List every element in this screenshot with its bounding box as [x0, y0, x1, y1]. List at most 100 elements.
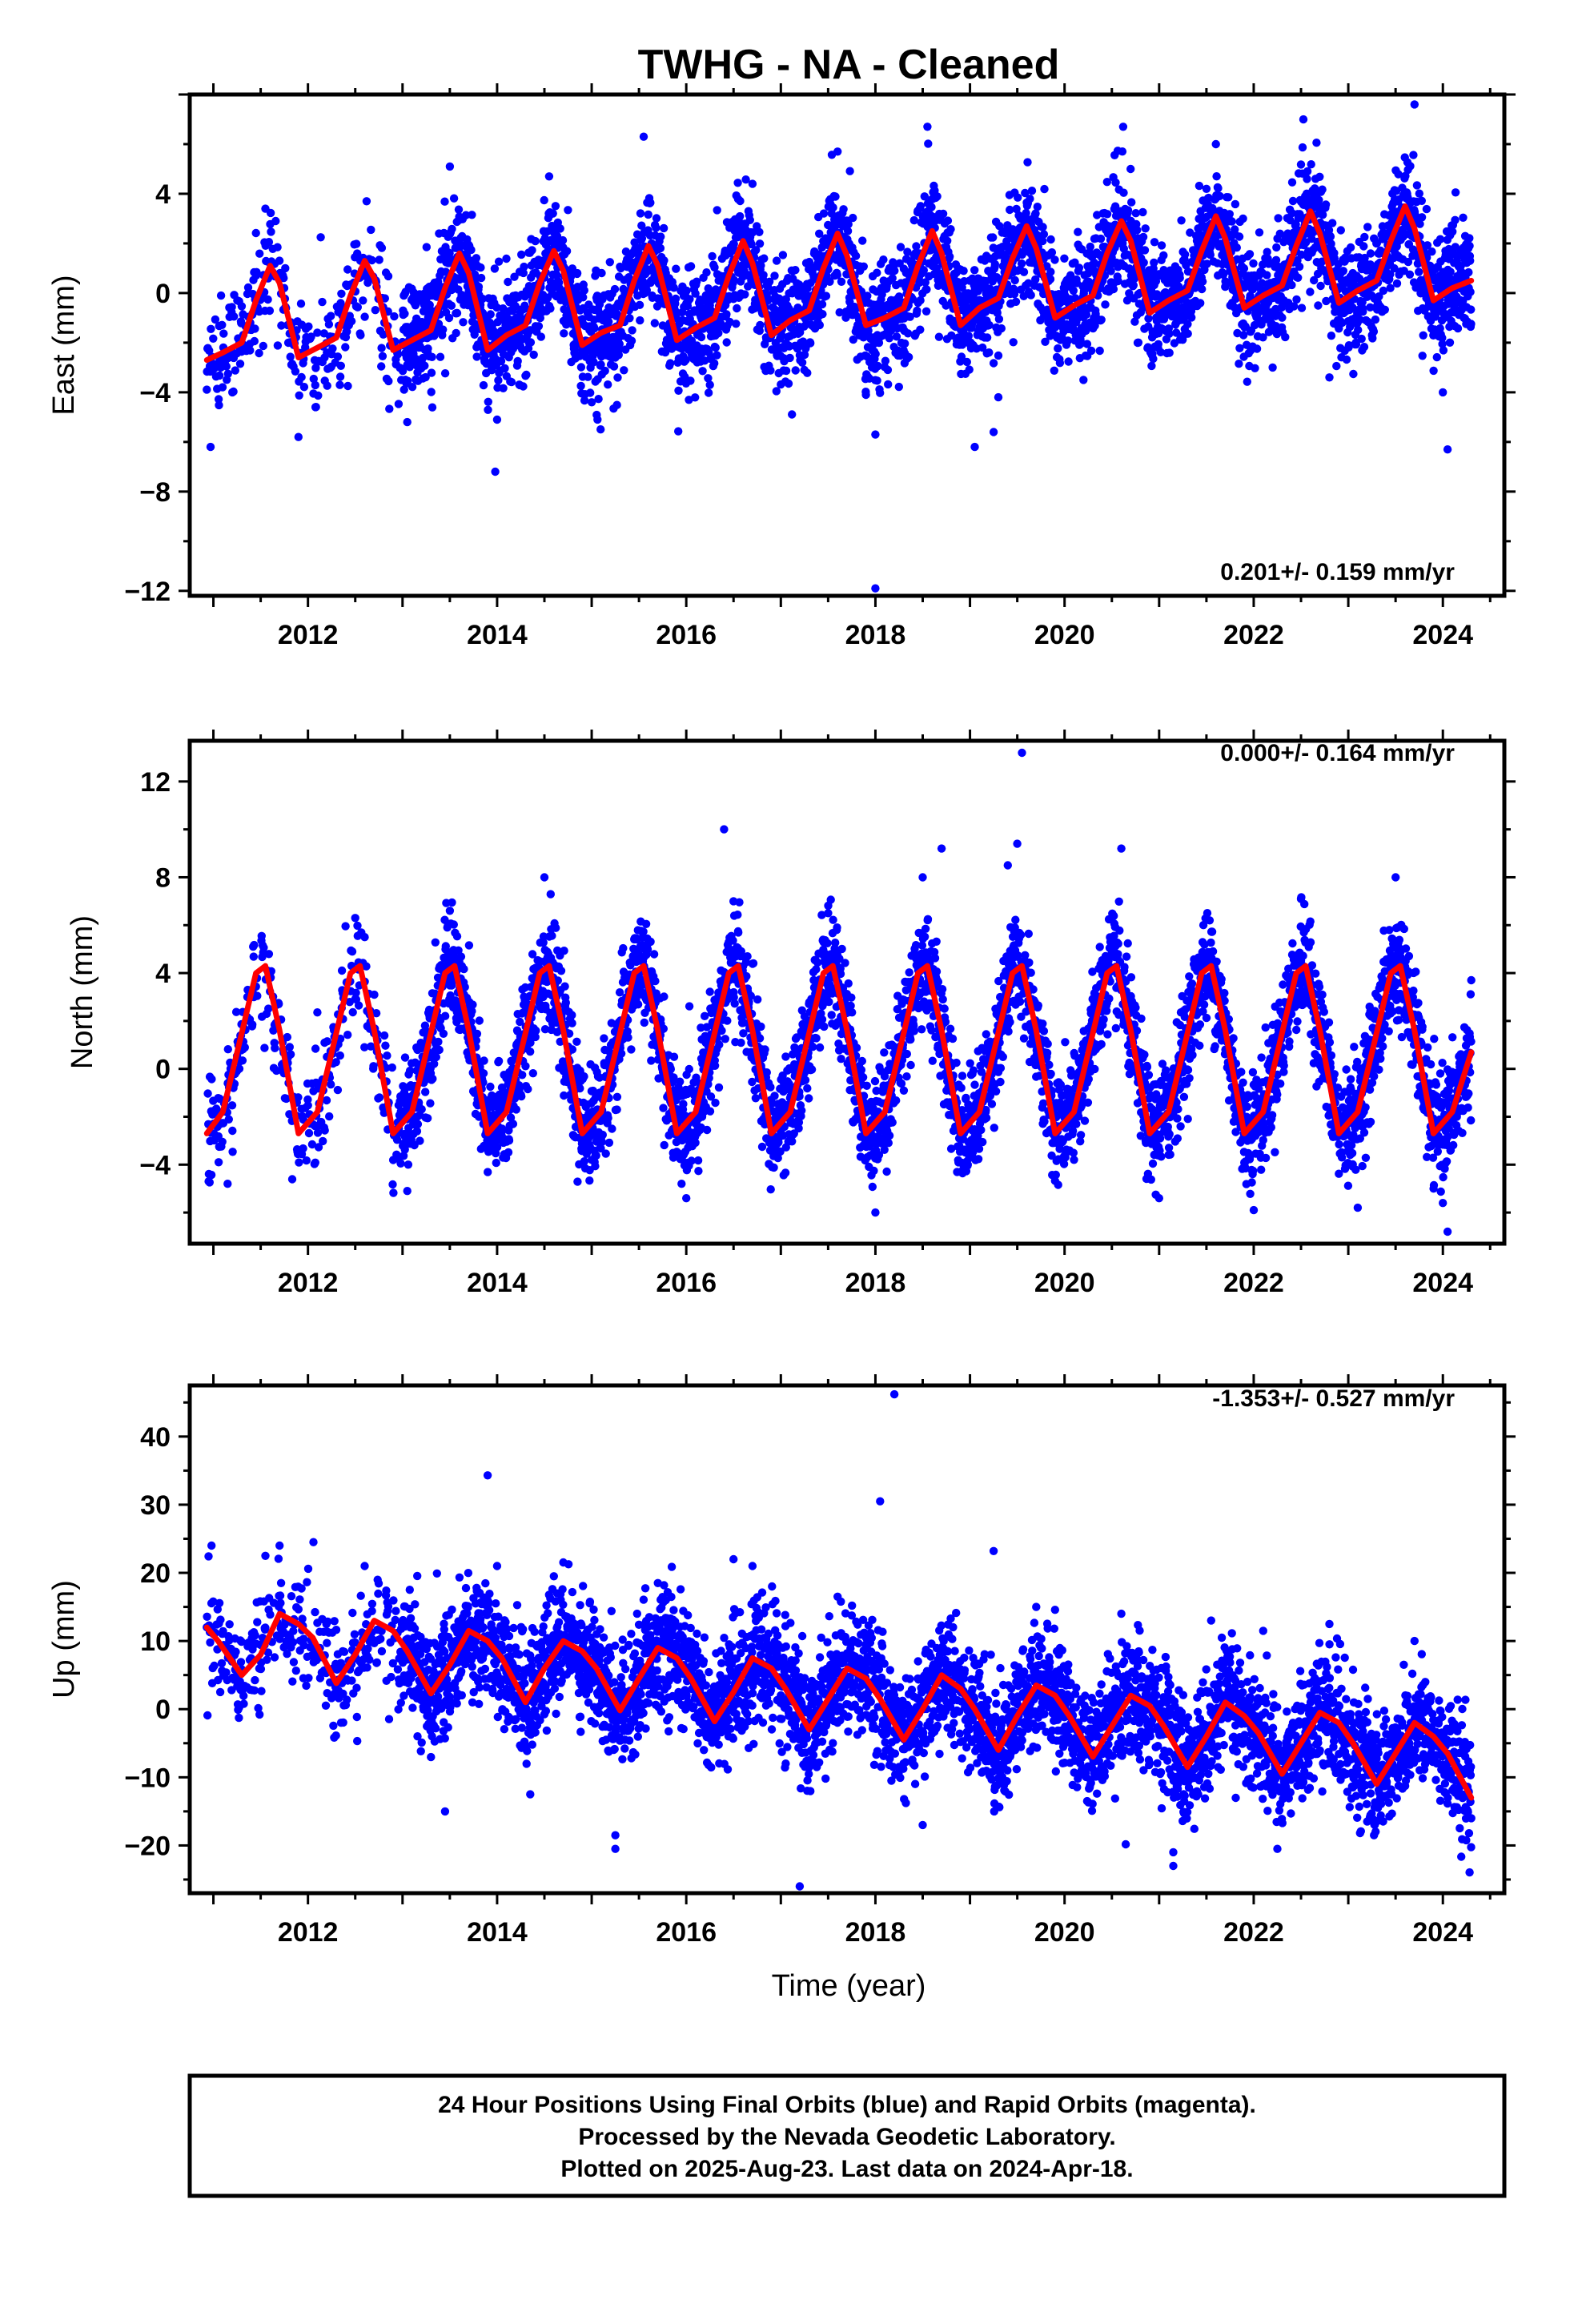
data-point: [912, 242, 921, 251]
data-point: [674, 427, 683, 436]
data-point: [421, 372, 430, 382]
data-point: [580, 396, 589, 405]
data-point: [440, 369, 450, 378]
data-point: [819, 209, 829, 218]
data-point: [313, 1008, 322, 1017]
data-point: [1274, 214, 1283, 223]
data-point: [1096, 234, 1106, 243]
data-point: [1165, 329, 1174, 338]
data-point: [420, 361, 429, 370]
data-point: [919, 266, 929, 275]
data-point: [644, 210, 652, 219]
data-point: [1175, 273, 1184, 283]
data-point: [327, 1080, 335, 1089]
x-tick-label: 2016: [656, 620, 717, 650]
outlier-point: [261, 204, 270, 213]
data-point: [1390, 263, 1399, 273]
data-point: [302, 1156, 311, 1165]
data-point: [957, 352, 966, 361]
data-point: [435, 1045, 444, 1055]
data-point: [714, 328, 723, 338]
data-point: [1225, 210, 1235, 219]
data-point: [733, 179, 742, 187]
outlier-point: [1202, 184, 1211, 193]
data-point: [609, 362, 619, 371]
data-point: [576, 381, 585, 391]
data-point: [500, 364, 509, 373]
data-point: [540, 195, 548, 205]
data-point: [1219, 270, 1228, 279]
data-point: [352, 239, 361, 248]
data-point: [713, 351, 721, 360]
data-point: [529, 350, 538, 360]
data-point: [785, 353, 794, 363]
data-point: [318, 297, 327, 307]
data-point: [1439, 346, 1448, 355]
data-point: [791, 366, 800, 375]
data-point: [369, 1062, 378, 1071]
data-point: [892, 332, 901, 341]
data-point: [287, 1175, 297, 1184]
data-point: [1415, 219, 1424, 228]
data-point: [1259, 333, 1267, 342]
data-point: [1263, 247, 1271, 256]
data-point: [291, 367, 300, 376]
data-point: [1412, 181, 1422, 190]
data-point: [637, 221, 646, 230]
data-point: [445, 249, 454, 258]
outlier-point: [1079, 376, 1088, 384]
outlier-point: [294, 432, 303, 441]
data-point: [335, 1051, 344, 1060]
data-point: [356, 331, 365, 340]
data-point: [839, 205, 848, 214]
data-point: [412, 1127, 422, 1136]
data-point: [1235, 232, 1244, 241]
data-point: [916, 202, 926, 211]
data-point: [681, 356, 690, 364]
data-point: [1295, 262, 1304, 271]
data-point: [1239, 331, 1248, 340]
data-point: [311, 380, 319, 390]
data-point: [343, 381, 352, 391]
data-point: [286, 352, 295, 361]
data-point: [1251, 364, 1259, 372]
data-point: [1047, 248, 1057, 257]
data-point: [408, 383, 417, 392]
data-point: [1130, 317, 1139, 326]
data-point: [652, 214, 661, 223]
data-point: [1359, 242, 1368, 251]
data-point: [652, 223, 661, 232]
data-point: [755, 239, 765, 248]
x-tick-label: 2018: [845, 620, 906, 650]
data-point: [203, 385, 211, 394]
data-point: [1336, 226, 1346, 235]
data-point: [851, 251, 861, 260]
data-point: [741, 290, 749, 299]
data-point: [484, 405, 492, 414]
outlier-point: [639, 132, 648, 141]
data-point: [275, 256, 284, 265]
data-point: [1203, 259, 1211, 268]
data-point: [1064, 357, 1073, 366]
data-point: [323, 381, 331, 390]
data-point: [859, 262, 869, 271]
data-point: [486, 310, 495, 319]
data-point: [313, 328, 322, 337]
data-point: [235, 1064, 244, 1073]
data-point: [381, 1041, 390, 1050]
data-point: [666, 359, 675, 368]
data-point: [656, 243, 665, 253]
data-point: [230, 312, 239, 321]
data-point: [461, 211, 471, 219]
data-point: [970, 266, 979, 275]
data-point: [367, 1042, 375, 1051]
data-point: [713, 206, 721, 215]
data-point: [417, 1105, 426, 1114]
data-point: [1198, 284, 1207, 294]
data-point: [1186, 228, 1195, 237]
data-point: [205, 346, 214, 355]
data-point: [404, 376, 412, 385]
y-tick-label: 4: [155, 179, 171, 210]
data-point: [1375, 292, 1383, 301]
data-point: [710, 359, 719, 368]
